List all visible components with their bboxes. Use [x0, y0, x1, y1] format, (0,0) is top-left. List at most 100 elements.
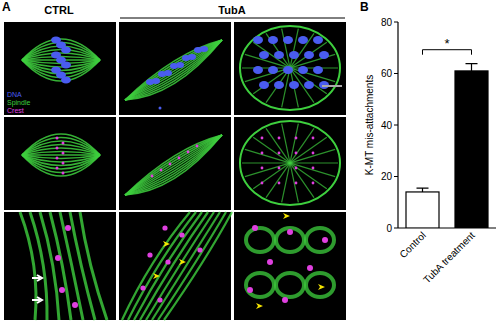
kinetochore: [59, 287, 65, 293]
spindle-fiber: [306, 228, 334, 252]
kinetochore: [187, 151, 190, 154]
kinetochore: [160, 169, 163, 172]
x-tick-label: TubA treatment: [421, 229, 477, 285]
y-axis-label: K-MT mis-attachments: [364, 75, 375, 175]
kinetochore: [322, 237, 328, 243]
dna: [188, 54, 196, 60]
kinetochore: [261, 182, 264, 185]
spindle-outline: [240, 26, 340, 110]
micrograph: [234, 117, 346, 210]
arrow: [32, 275, 42, 281]
dna: [283, 36, 293, 44]
kinetochore: [252, 225, 258, 231]
y-tick-label: 80: [381, 17, 393, 28]
legend-entry: DNA: [7, 91, 22, 98]
kinetochore: [56, 157, 59, 160]
panel-label: B: [360, 0, 369, 14]
arrowhead: [283, 213, 290, 219]
spindle-fiber: [60, 212, 83, 320]
kinetochore: [278, 182, 281, 185]
y-tick: [394, 22, 398, 23]
dna: [304, 51, 314, 59]
dna: [289, 81, 299, 89]
kinetochore: [162, 225, 167, 230]
canvas: ACTRLTubADNASpindleCrestB020406080K-MT m…: [0, 0, 500, 327]
kinetochore: [56, 167, 59, 170]
kinetochore: [295, 152, 298, 155]
dna: [268, 36, 278, 44]
spindle-fiber: [125, 135, 222, 195]
kinetochore: [287, 229, 293, 235]
y-tick: [394, 228, 398, 229]
kinetochore: [140, 285, 145, 290]
kinetochore: [261, 152, 264, 155]
bar: [455, 71, 488, 228]
image-bg: [4, 212, 116, 320]
y-tick: [394, 176, 398, 177]
spindle-fiber: [282, 29, 299, 108]
spindle-fiber: [22, 152, 100, 156]
spindle-fiber: [80, 212, 107, 320]
dna: [298, 66, 308, 74]
image-bg: [234, 22, 346, 115]
spindle-fiber: [253, 42, 327, 93]
arrow: [32, 297, 42, 303]
arrowhead: [153, 273, 160, 279]
kinetochore: [56, 137, 59, 140]
dna: [319, 51, 329, 59]
kinetochore: [282, 297, 288, 303]
spindle-fiber: [125, 40, 222, 100]
kinetochore: [312, 137, 315, 140]
micrograph: [4, 22, 116, 115]
spindle-fiber: [22, 154, 100, 156]
dna: [274, 51, 284, 59]
dna: [253, 66, 263, 74]
spindle-fiber: [22, 134, 100, 155]
kinetochore: [178, 157, 181, 160]
kinetochore: [62, 142, 65, 145]
arrowhead: [256, 303, 263, 309]
y-tick-label: 40: [381, 120, 393, 131]
kinetochore: [56, 147, 59, 150]
micrograph: [4, 212, 116, 320]
figure: ACTRLTubADNASpindleCrestB020406080K-MT m…: [0, 0, 500, 327]
image-bg: [119, 117, 231, 210]
spindle-fiber: [276, 228, 304, 252]
spindle-fiber: [266, 33, 314, 102]
kinetochore: [295, 182, 298, 185]
spindle-fiber: [152, 212, 220, 320]
image-bg: [234, 117, 346, 210]
spindle-fiber: [125, 40, 222, 100]
kinetochore: [267, 259, 273, 265]
legend-entry: Crest: [7, 107, 24, 114]
spindle-fiber: [125, 40, 222, 100]
dna: [164, 70, 172, 76]
panel-label: A: [2, 0, 11, 14]
spindle-fiber: [266, 33, 314, 102]
spindle-fiber: [125, 40, 222, 100]
spindle-fiber: [50, 212, 71, 320]
spindle-fiber: [282, 29, 299, 108]
spindle-fiber: [125, 135, 222, 195]
dna: [176, 62, 184, 68]
kinetochore: [65, 225, 71, 231]
column-header: CTRL: [44, 4, 74, 16]
kinetochore: [312, 152, 315, 155]
spindle-fiber: [22, 155, 100, 169]
kinetochore: [295, 167, 298, 170]
spindle-fiber: [22, 141, 100, 155]
micrograph: [119, 212, 232, 320]
dna: [268, 66, 278, 74]
dna: [61, 62, 71, 69]
spindle-fiber: [245, 149, 335, 176]
annotation: *: [444, 36, 449, 51]
dna: [159, 107, 162, 110]
column-header: TubA: [218, 4, 245, 16]
y-tick-label: 0: [386, 223, 392, 234]
kinetochore: [62, 152, 65, 155]
kinetochore: [197, 247, 202, 252]
kinetochore: [169, 163, 172, 166]
kinetochore: [179, 232, 184, 237]
spindle-fiber: [245, 149, 335, 176]
kinetochore: [307, 265, 313, 271]
